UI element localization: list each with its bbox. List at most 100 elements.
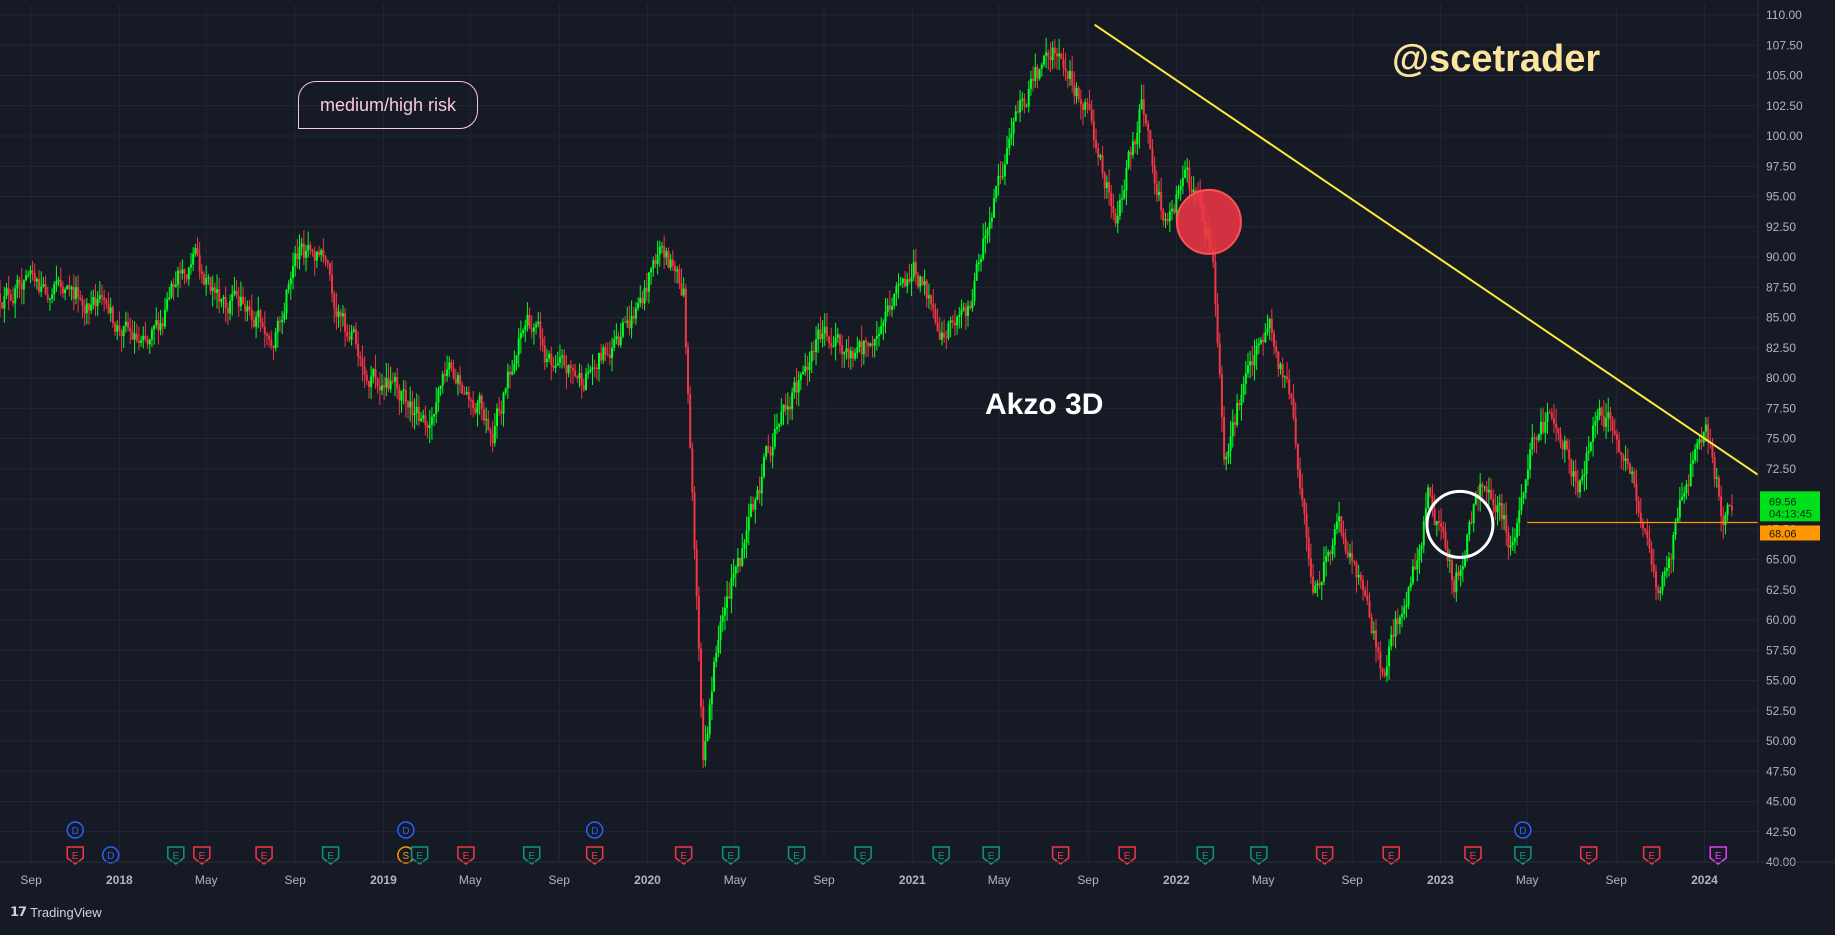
candle-body	[1068, 71, 1071, 79]
candle-body	[85, 303, 88, 314]
price-axis[interactable]: 110.00 107.50 105.00 102.50 100.00 97.50 95.00…	[1757, 0, 1803, 869]
y-tick-label: 102.50	[1766, 99, 1803, 113]
candle-body	[1344, 538, 1347, 552]
candle-body	[1635, 483, 1638, 502]
candle-body	[220, 298, 223, 302]
earnings-shield-shape	[982, 846, 1000, 865]
candle-body	[498, 408, 501, 412]
candle-body	[589, 369, 592, 372]
candle-body	[682, 288, 685, 296]
candle-body	[1453, 580, 1456, 593]
candle-body	[1342, 532, 1345, 539]
earnings-shield-shape	[193, 846, 211, 865]
earnings-shield-shape	[321, 846, 340, 865]
candle-body	[1687, 484, 1690, 486]
dividend-marker-icon: D	[101, 846, 120, 864]
candle-body	[383, 385, 386, 388]
candle-body	[1105, 182, 1108, 189]
candle-body	[708, 704, 711, 735]
candle-body	[437, 389, 440, 403]
candle-body	[1273, 332, 1276, 347]
candle-body	[1672, 535, 1675, 560]
candle-body	[745, 530, 748, 543]
candle-body	[1307, 537, 1310, 559]
candle-body	[370, 376, 373, 388]
candle-body	[12, 300, 15, 304]
candle-body	[1290, 393, 1293, 399]
time-axis[interactable]: Sep 2018 May Sep 2019 May Sep 2020 May Sep 2021 May…	[0, 861, 1835, 887]
candle-body	[1001, 176, 1004, 178]
candle-body	[7, 288, 10, 295]
candle-body	[1364, 589, 1367, 596]
candle-body	[1279, 364, 1282, 369]
candle-body	[1329, 552, 1332, 555]
candle-body	[506, 371, 509, 389]
x-tick-label: May	[724, 873, 747, 887]
candle-body	[181, 269, 184, 274]
candle-body	[467, 391, 470, 400]
candle-body	[1611, 419, 1614, 431]
candle-body	[897, 284, 900, 286]
candle-body	[1570, 459, 1573, 477]
candle-body	[530, 328, 533, 332]
candle-body	[198, 255, 201, 272]
candle-body	[1529, 449, 1532, 470]
earnings-marker-letter: E	[1648, 851, 1655, 862]
candle-body	[203, 274, 206, 285]
candle-body	[359, 356, 362, 359]
candle-body	[1127, 151, 1130, 168]
candle-body	[563, 355, 566, 366]
candle-body	[537, 321, 540, 325]
candle-body	[274, 332, 277, 349]
candle-body	[1325, 556, 1328, 562]
candle-body	[808, 361, 811, 371]
candle-body	[815, 339, 818, 352]
y-tick-label: 95.00	[1766, 190, 1796, 204]
candle-body	[864, 340, 867, 343]
candle-body	[830, 343, 833, 347]
earnings-marker-icon: E	[721, 846, 740, 865]
candle-body	[1592, 425, 1595, 443]
candle-body	[1435, 521, 1438, 526]
marker-letter: D	[1519, 826, 1526, 837]
candle-body	[775, 426, 778, 429]
candle-body	[643, 287, 646, 304]
y-tick-label: 72.50	[1766, 462, 1796, 476]
candle-body	[496, 408, 499, 426]
earnings-marker-letter: E	[1470, 851, 1477, 862]
tradingview-logo[interactable]: 𝟭𝟳 TradingView	[10, 903, 102, 921]
candle-body	[1377, 647, 1380, 652]
candle-body	[658, 246, 661, 255]
candle-body	[307, 245, 310, 251]
candle-body	[14, 288, 17, 304]
candle-body	[1379, 651, 1382, 669]
candle-body	[1535, 437, 1538, 440]
x-tick-label: 2020	[634, 873, 661, 887]
candle-body	[48, 298, 51, 300]
candle-body	[1665, 567, 1668, 571]
candle-body	[1099, 155, 1102, 158]
candle-body	[1411, 566, 1414, 584]
highlight-white-circle	[1425, 489, 1495, 559]
candle-body	[1268, 319, 1271, 329]
candle-body	[185, 274, 188, 280]
candle-body	[1424, 508, 1427, 522]
candle-body	[858, 341, 861, 348]
candle-body	[1322, 561, 1325, 582]
candle-body	[1097, 148, 1100, 158]
candle-body	[1192, 190, 1195, 193]
candle-body	[1522, 492, 1525, 498]
candle-body	[105, 300, 108, 304]
candle-body	[624, 322, 627, 324]
candle-body	[1457, 572, 1460, 576]
tradingview-brand: TradingView	[30, 904, 102, 920]
candle-body	[114, 323, 117, 332]
candle-body	[380, 385, 383, 391]
candle-body	[42, 284, 45, 287]
candle-body	[1184, 169, 1187, 178]
candle-body	[1657, 587, 1660, 594]
candle-body	[1359, 574, 1362, 581]
x-tick-label: May	[1252, 873, 1275, 887]
earnings-marker-icon: E	[321, 846, 340, 865]
